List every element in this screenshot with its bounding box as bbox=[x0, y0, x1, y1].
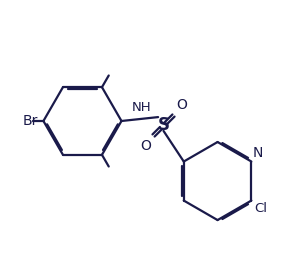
Text: Cl: Cl bbox=[254, 202, 267, 215]
Text: S: S bbox=[158, 117, 170, 135]
Text: O: O bbox=[176, 98, 187, 112]
Text: NH: NH bbox=[131, 101, 151, 114]
Text: N: N bbox=[253, 146, 263, 160]
Text: Br: Br bbox=[23, 114, 38, 128]
Text: O: O bbox=[140, 139, 151, 153]
